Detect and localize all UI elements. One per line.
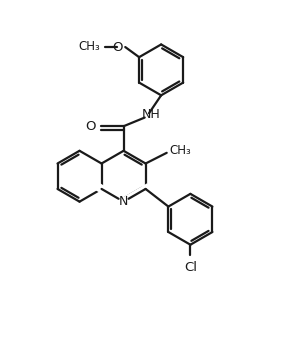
Text: CH₃: CH₃ [79,40,100,53]
Text: O: O [85,120,95,133]
Text: Cl: Cl [184,261,197,273]
Text: N: N [119,195,128,208]
Text: O: O [112,41,123,53]
Text: CH₃: CH₃ [170,144,191,157]
Text: NH: NH [142,108,161,121]
